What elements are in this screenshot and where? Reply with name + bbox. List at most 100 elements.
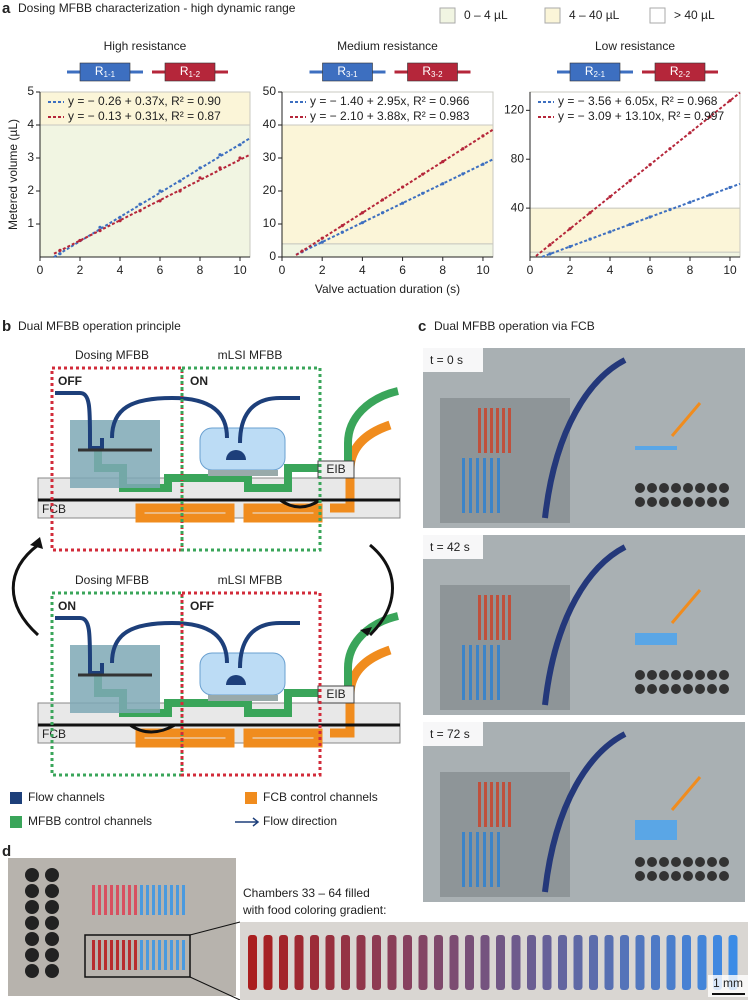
chip-chamber [170, 940, 173, 970]
chamber [527, 935, 536, 990]
screw [659, 497, 669, 507]
x-tick-label: 4 [607, 263, 614, 277]
chamber [434, 935, 443, 990]
y-tick-label: 5 [27, 84, 34, 98]
screw [695, 670, 705, 680]
chip-chamber [122, 940, 125, 970]
blue-channel [469, 645, 472, 700]
x-tick-label: 6 [157, 263, 164, 277]
fit-line [541, 182, 741, 258]
chip-chamber [146, 885, 149, 915]
panel-title: Dual MFBB operation principle [18, 319, 181, 333]
x-tick-label: 4 [117, 263, 124, 277]
state-box [180, 591, 322, 777]
legend-label: Flow direction [263, 814, 337, 828]
resistor-sub: 3-2 [431, 70, 443, 79]
zoom-box [84, 934, 191, 978]
blue-channel [497, 645, 500, 700]
y-tick-label: 10 [263, 216, 277, 230]
screw [635, 483, 645, 493]
red-channel [502, 782, 505, 827]
screw [659, 684, 669, 694]
dosing-block [70, 645, 160, 713]
resistor-body [322, 62, 373, 82]
resistor-body [654, 62, 706, 82]
chip-chamber [116, 940, 119, 970]
chip-chamber [134, 940, 137, 970]
screw [707, 857, 717, 867]
resistor-sub: 2-1 [594, 70, 606, 79]
time-box [423, 722, 483, 746]
blue-channel [476, 645, 479, 700]
chamber [279, 935, 288, 990]
x-axis-label: Valve actuation duration (s) [315, 282, 460, 296]
chamber [356, 935, 366, 990]
screw [671, 483, 681, 493]
legend-label: Flow channels [28, 790, 105, 804]
blue-channel [476, 458, 479, 513]
chip-chamber [146, 940, 149, 970]
state-label: ON [190, 374, 208, 388]
legend-label: FCB control channels [263, 790, 378, 804]
time-box [423, 348, 483, 372]
resistor-sub: 1-1 [104, 70, 116, 79]
chamber-fill [635, 446, 677, 450]
orange-arrow [670, 589, 702, 624]
screw [671, 497, 681, 507]
screw [25, 868, 39, 882]
blue-channel [490, 458, 493, 513]
chamber [341, 935, 350, 990]
legend-label: y = − 0.26 + 0.37x, R² = 0.90 [68, 94, 221, 108]
mlsi-dome [226, 675, 246, 685]
dosing-block [70, 420, 160, 488]
mfbb-green [94, 387, 400, 492]
y-tick-label: 0 [269, 249, 276, 263]
screw [683, 871, 693, 881]
chip-chamber [158, 940, 161, 970]
panel-label: c [418, 318, 426, 335]
range-band [281, 243, 494, 258]
chip-chamber [176, 940, 179, 970]
y-tick-label: 4 [27, 117, 34, 131]
y-tick-label: 30 [263, 150, 277, 164]
x-tick-label: 8 [197, 263, 204, 277]
resistor-body [407, 62, 458, 82]
chamber [666, 935, 676, 990]
range-band [529, 91, 741, 209]
screw [647, 871, 657, 881]
screw [45, 900, 59, 914]
mfbb-green [94, 612, 400, 717]
screw [707, 497, 717, 507]
x-tick-label: 0 [37, 263, 44, 277]
tube [542, 731, 627, 893]
chamber [589, 935, 598, 990]
x-tick-label: 0 [279, 263, 286, 277]
range-band [39, 124, 251, 258]
y-tick-label: 120 [504, 103, 524, 117]
block-label: Dosing MFBB [75, 348, 149, 362]
valve [279, 498, 321, 509]
panel-label: a [2, 0, 11, 17]
screw [683, 497, 693, 507]
y-tick-label: 2 [27, 183, 34, 197]
chamber [480, 935, 490, 990]
chamber [635, 935, 645, 990]
red-channel [502, 595, 505, 640]
screw [647, 684, 657, 694]
red-channel [490, 595, 493, 640]
red-channel [478, 408, 481, 453]
chip-chamber [140, 940, 143, 970]
range-label: > 40 µL [674, 8, 715, 22]
flow-channel [55, 616, 300, 675]
resistor-body [79, 62, 131, 82]
screw [45, 884, 59, 898]
legend-swatch [10, 792, 22, 804]
screw [25, 964, 39, 978]
chip-chamber [98, 885, 101, 915]
chamber [511, 935, 521, 990]
data-point [238, 156, 242, 160]
range-band [281, 91, 494, 126]
screw [25, 948, 39, 962]
resistor-symbol: R [422, 64, 431, 78]
